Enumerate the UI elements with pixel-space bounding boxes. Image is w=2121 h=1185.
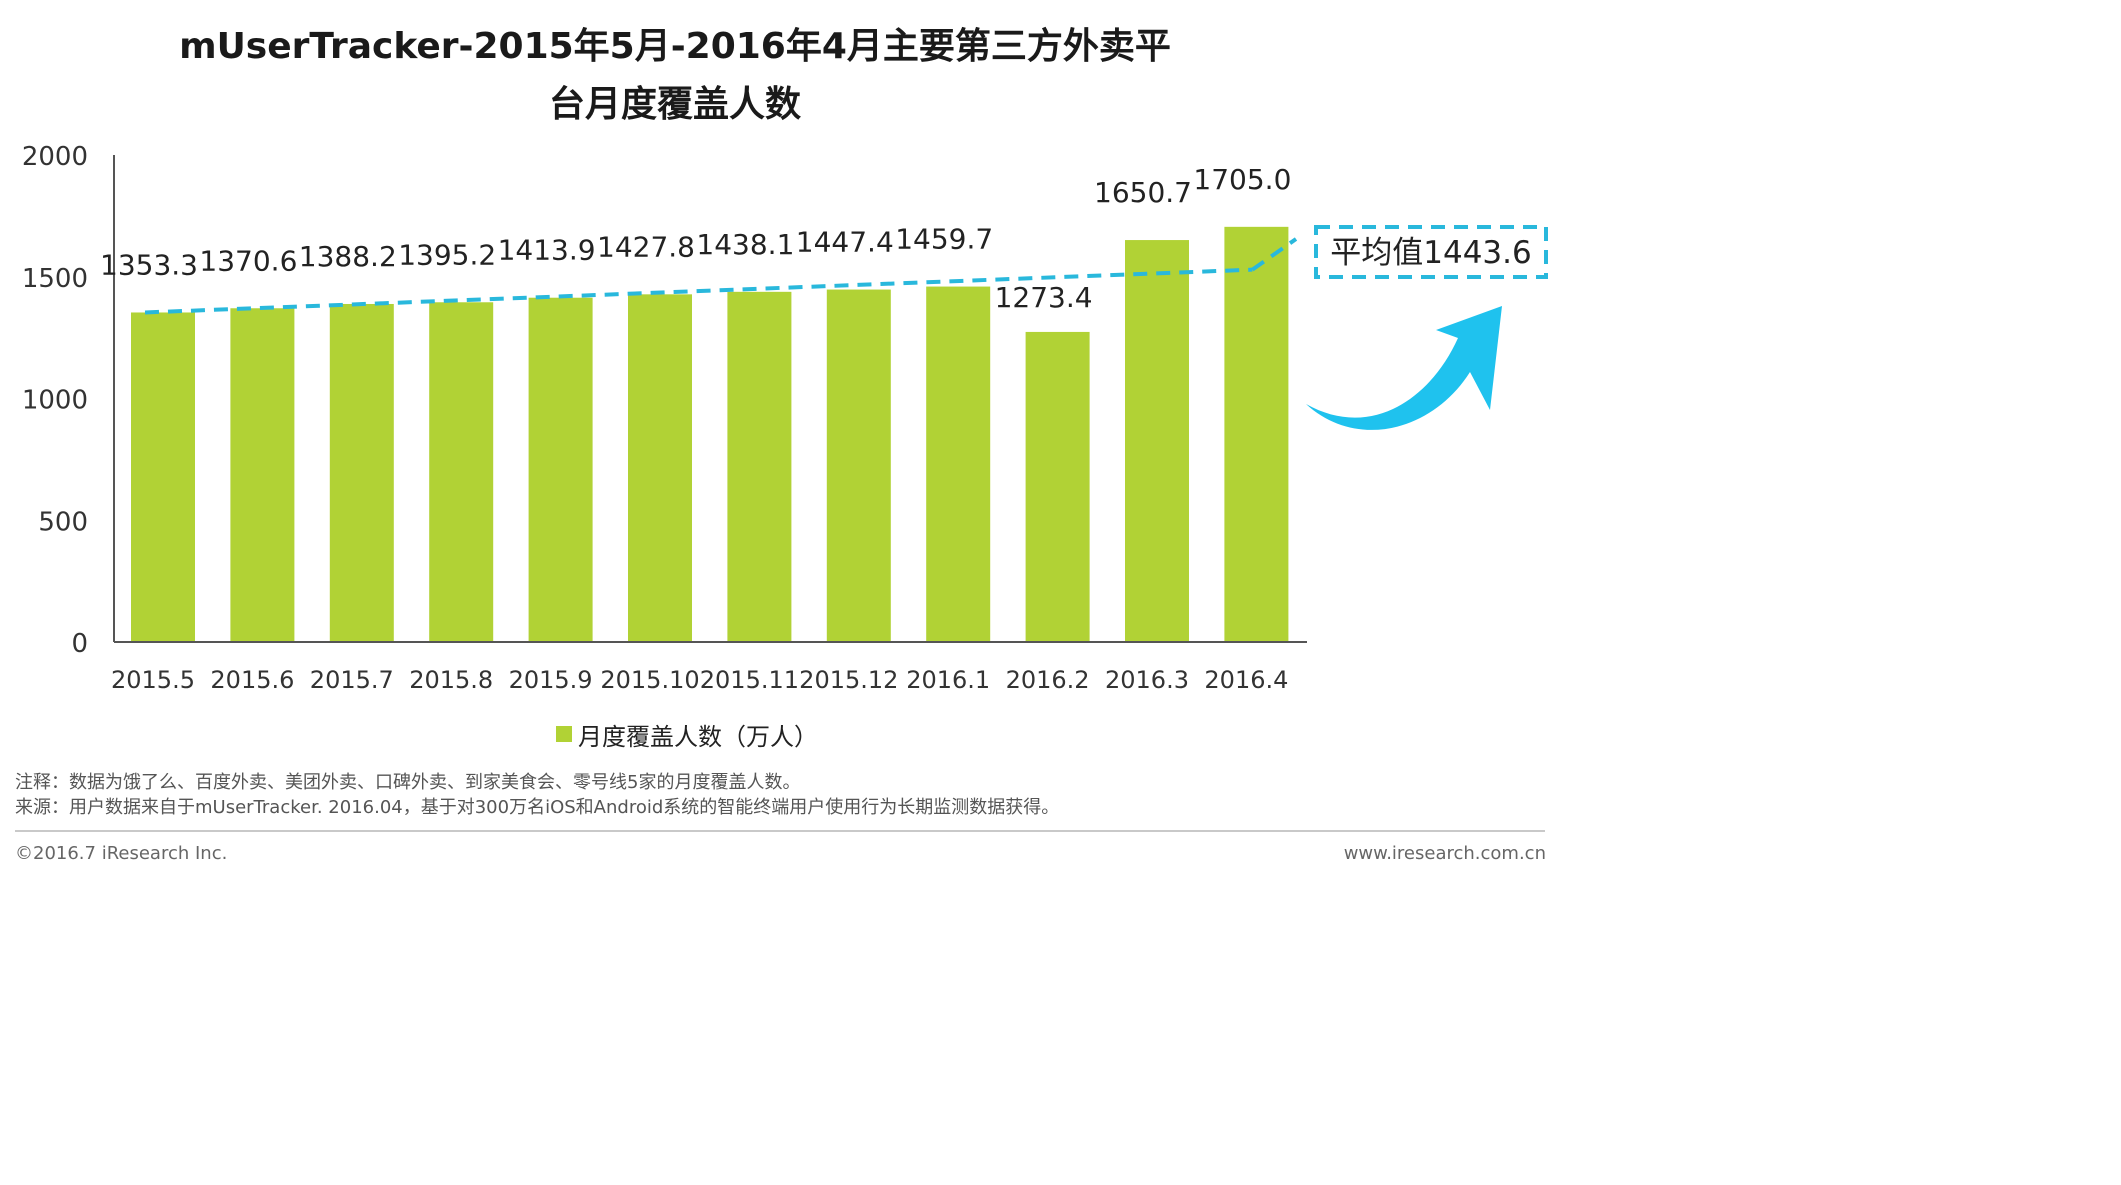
trend-group: 平均值1443.6 [144, 225, 1548, 315]
data-label: 1395.2 [398, 238, 496, 271]
data-label: 1447.4 [796, 226, 894, 259]
chart-title-line1: mUserTracker-2015年5月-2016年4月主要第三方外卖平 [179, 26, 1171, 67]
legend-label: 月度覆盖人数（万人） [578, 722, 818, 751]
average-box [1314, 225, 1548, 279]
data-label: 1370.6 [199, 244, 297, 277]
upward-arrow-icon [1306, 306, 1502, 430]
data-label: 1353.3 [100, 248, 198, 281]
notes: 注释：数据为饿了么、百度外卖、美团外卖、口碑外卖、到家美食会、零号线5家的月度覆… [15, 770, 1059, 820]
x-tick-label: 2015.10 [600, 666, 699, 694]
chart-title-line2: 台月度覆盖人数 [548, 84, 801, 125]
footer-divider [15, 830, 1545, 832]
bar-2015.5 [131, 312, 195, 642]
x-tick-label: 2015.8 [409, 666, 493, 694]
data-label: 1459.7 [895, 223, 993, 256]
trend-connector [1251, 237, 1298, 272]
data-label: 1705.0 [1193, 163, 1291, 196]
y-tick-label: 2000 [22, 142, 88, 172]
bar-2015.8 [429, 302, 494, 642]
bar-2015.7 [329, 303, 394, 642]
y-tick-label: 1000 [22, 386, 88, 416]
x-tick-label: 2015.11 [700, 666, 799, 694]
labels-group: 1353.3 1370.6 1388.2 1395.2 1413.9 1427.8 1438… [100, 163, 1291, 314]
legend-swatch [556, 726, 572, 742]
arrow-group [1306, 306, 1502, 430]
x-tick-label: 2016.2 [1006, 666, 1090, 694]
y-tick-label: 0 [71, 629, 88, 659]
data-label: 1427.8 [597, 230, 695, 263]
x-tick-label: 2016.3 [1105, 666, 1189, 694]
average-label: 平均值1443.6 [1330, 235, 1531, 271]
note-text: 注释：数据为饿了么、百度外卖、美团外卖、口碑外卖、到家美食会、零号线5家的月度覆… [15, 772, 801, 793]
data-label: 1438.1 [696, 228, 794, 261]
bar-2015.10 [628, 294, 692, 642]
x-tick-label: 2015.7 [310, 666, 394, 694]
bar-2015.9 [528, 297, 593, 642]
chart-title: mUserTracker-2015年5月-2016年4月主要第三方外卖平 台月度… [0, 18, 1350, 134]
trend-line [144, 267, 1253, 315]
bar-2015.11 [727, 291, 792, 642]
copyright-text: ©2016.7 iResearch Inc. [15, 843, 228, 864]
axes-group: 0 500 1000 1500 2000 2015.5 2015.6 2015.7 2015.8… [22, 142, 1307, 694]
x-tick-label: 2016.4 [1204, 666, 1288, 694]
bar-2015.12 [826, 289, 891, 642]
bars-group [131, 226, 1289, 642]
y-tick-label: 500 [38, 507, 88, 537]
data-label: 1388.2 [299, 240, 397, 273]
x-tick-label: 2016.1 [906, 666, 990, 694]
website-text: www.iresearch.com.cn [1343, 843, 1546, 864]
bar-2016.3 [1125, 240, 1189, 642]
bar-chart: 平均值1443.6 0 500 1000 1500 2000 2015.5 2015.6 20… [22, 142, 1548, 694]
data-label: 1413.9 [498, 234, 596, 267]
bar-2016.4 [1224, 226, 1289, 642]
y-tick-label: 1500 [22, 264, 88, 294]
bar-2016.1 [926, 286, 991, 642]
bar-2015.6 [230, 308, 295, 642]
bar-2016.2 [1025, 331, 1090, 642]
data-label: 1273.4 [995, 281, 1093, 314]
data-label: 1650.7 [1094, 176, 1192, 209]
legend: 月度覆盖人数（万人） [556, 718, 818, 751]
x-tick-label: 2015.5 [111, 666, 195, 694]
x-tick-label: 2015.6 [210, 666, 294, 694]
x-tick-label: 2015.12 [799, 666, 898, 694]
x-tick-label: 2015.9 [509, 666, 593, 694]
source-text: 来源：用户数据来自于mUserTracker. 2016.04，基于对300万名… [15, 797, 1060, 818]
